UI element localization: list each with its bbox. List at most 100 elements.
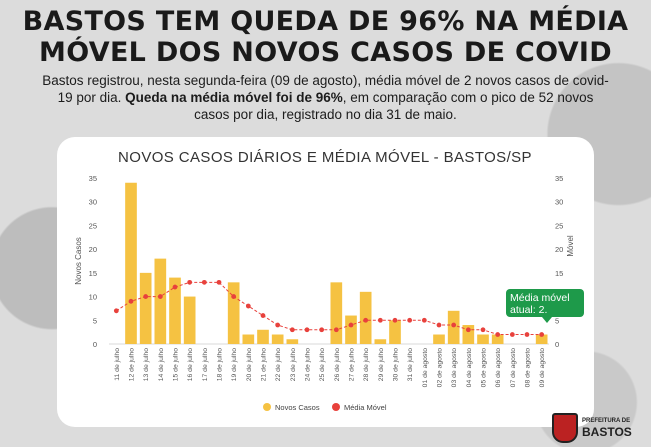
x-tick-label: 23 de julho [290, 348, 297, 381]
moving-average-point [436, 322, 442, 328]
moving-average-point [465, 327, 471, 333]
moving-average-point [319, 327, 325, 333]
moving-average-point [245, 303, 251, 309]
moving-average-point [363, 317, 369, 323]
x-tick-label: 27 de julho [349, 348, 356, 381]
legend-label-media-movel: Média Móvel [344, 403, 387, 412]
y-axis-title-left: Novos Casos [74, 237, 83, 285]
bar-novos-casos [477, 334, 489, 344]
y-tick-label-left: 0 [93, 340, 97, 349]
legend-swatch-media-movel [332, 403, 340, 411]
headline-line-1: BASTOS TEM QUEDA DE 96% NA MÉDIA [22, 6, 629, 37]
moving-average-line [116, 281, 542, 336]
moving-average-point [231, 294, 237, 299]
x-tick-label: 15 de julho [173, 348, 180, 381]
x-tick-label: 16 de julho [187, 348, 194, 381]
moving-average-point [509, 332, 515, 337]
y-tick-label-left: 25 [89, 221, 97, 230]
summary-part-2: , em comparação com o pico de 52 novos c… [194, 90, 594, 122]
x-tick-label: 02 de agosto [437, 348, 444, 388]
x-tick-label: 20 de julho [246, 348, 253, 381]
moving-average-point [201, 279, 207, 285]
moving-average-point [524, 332, 530, 337]
x-tick-label: 13 de julho [143, 348, 150, 381]
bar-novos-casos [491, 334, 504, 344]
bar-novos-casos [433, 334, 445, 344]
moving-average-point [113, 308, 119, 314]
summary-part-1: Bastos registrou, nesta segunda-feira (0… [42, 73, 609, 105]
bar-novos-casos [286, 339, 299, 344]
bar-novos-casos [345, 315, 357, 344]
x-tick-label: 14 de julho [158, 348, 165, 381]
chart: NOVOS CASOS DIÁRIOS E MÉDIA MÓVEL - BAST… [74, 149, 575, 412]
x-tick-label: 28 de julho [363, 348, 370, 381]
y-tick-label-left: 35 [89, 174, 97, 183]
x-tick-label: 01 de agosto [422, 348, 429, 388]
x-tick-label: 29 de julho [378, 348, 385, 381]
moving-average-point [539, 332, 545, 337]
moving-average-point [495, 332, 501, 337]
x-tick-label: 26 de julho [334, 348, 341, 381]
bar-novos-casos [374, 339, 387, 344]
moving-average-point [157, 294, 163, 299]
y-tick-label-left: 30 [89, 198, 97, 207]
bar-novos-casos [271, 334, 284, 344]
x-tick-label: 21 de julho [261, 348, 268, 381]
y-tick-label-right: 35 [555, 174, 563, 183]
bar-novos-casos [330, 282, 343, 344]
x-tick-label: 17 de julho [202, 348, 209, 381]
moving-average-point [377, 317, 383, 323]
bar-novos-casos [242, 334, 255, 344]
headline-line-2: MÓVEL DOS NOVOS CASOS DE COVID [39, 37, 612, 68]
moving-average-point [348, 322, 354, 328]
x-tick-label: 04 de agosto [466, 348, 473, 388]
moving-average-point [260, 313, 266, 318]
legend-swatch-novos-casos [263, 403, 271, 411]
moving-average-point [333, 327, 339, 333]
x-tick-label: 24 de julho [305, 348, 312, 381]
logo-line-2: BASTOS [582, 425, 632, 439]
y-tick-label-right: 30 [555, 198, 563, 207]
x-tick-label: 18 de julho [217, 348, 224, 381]
x-tick-label: 06 de agosto [495, 348, 502, 388]
logo-line-1: PREFEITURA DE [582, 418, 631, 424]
y-tick-label-right: 20 [555, 245, 563, 254]
summary-bold: Queda na média móvel foi de 96% [125, 90, 343, 105]
x-tick-label: 09 de agosto [539, 348, 546, 388]
coat-of-arms-icon [552, 413, 578, 443]
y-tick-label-left: 15 [89, 269, 97, 278]
headline: BASTOS TEM QUEDA DE 96% NA MÉDIA MÓVEL D… [0, 6, 651, 68]
moving-average-point [421, 317, 427, 323]
bar-novos-casos [125, 182, 137, 344]
moving-average-point [187, 279, 193, 285]
y-tick-label-left: 5 [93, 316, 97, 325]
moving-average-point [304, 327, 310, 333]
x-tick-label: 25 de julho [319, 348, 326, 381]
moving-average-point [216, 279, 222, 285]
y-tick-label-right: 0 [555, 340, 559, 349]
summary-text: Bastos registrou, nesta segunda-feira (0… [40, 72, 611, 123]
bar-novos-casos [154, 258, 167, 344]
y-tick-label-left: 10 [89, 293, 97, 302]
y-tick-label-right: 25 [555, 221, 563, 230]
legend-label-novos-casos: Novos Casos [275, 403, 320, 412]
moving-average-point [480, 327, 486, 333]
bar-novos-casos [227, 282, 240, 344]
moving-average-point [289, 327, 295, 333]
moving-average-point [143, 294, 149, 299]
y-tick-label-left: 20 [89, 245, 97, 254]
bar-novos-casos [139, 272, 152, 344]
bar-novos-casos [389, 320, 401, 344]
bar-novos-casos [462, 325, 475, 344]
moving-average-point [172, 284, 178, 290]
y-tick-label-right: 5 [555, 316, 559, 325]
chart-title: NOVOS CASOS DIÁRIOS E MÉDIA MÓVEL - BAST… [118, 149, 532, 166]
x-tick-label: 19 de julho [231, 348, 238, 381]
x-tick-label: 31 de julho [407, 348, 414, 381]
x-tick-label: 11 de julho [114, 348, 121, 381]
y-axis-title-right: Móvel [566, 235, 575, 257]
moving-average-point [128, 298, 134, 304]
x-tick-label: 22 de julho [275, 348, 282, 381]
bar-novos-casos [183, 296, 196, 344]
bar-novos-casos [169, 277, 181, 344]
